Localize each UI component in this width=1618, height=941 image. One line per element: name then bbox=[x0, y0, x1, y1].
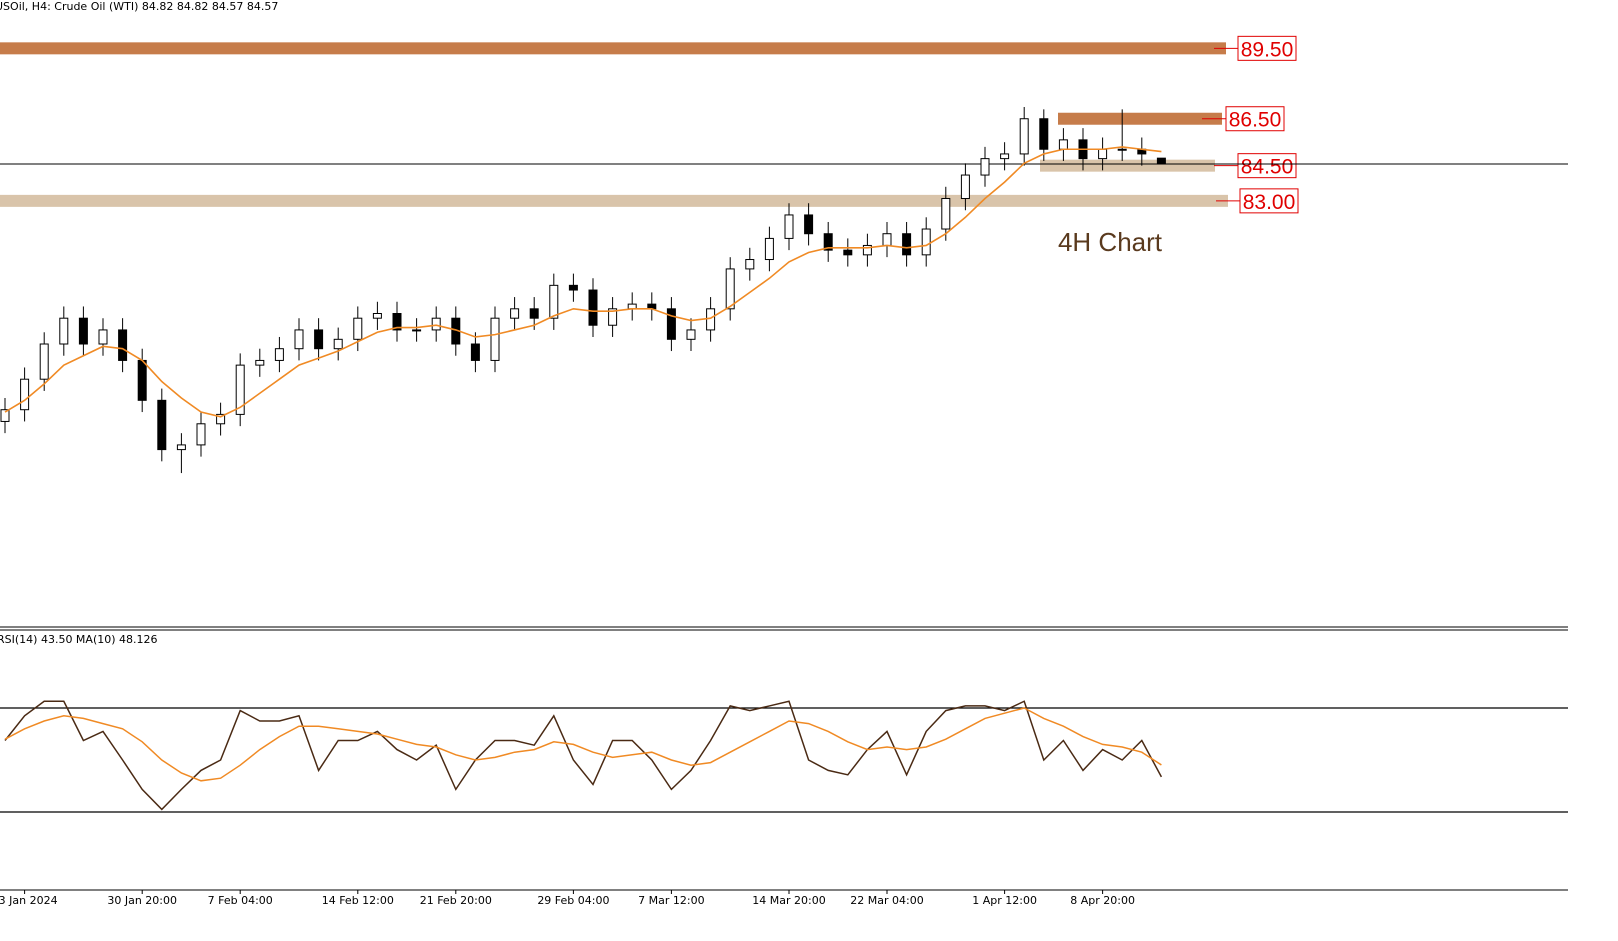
candle-body bbox=[549, 284, 559, 319]
rsi-title: RSI(14) 43.50 MA(10) 48.126 bbox=[0, 633, 158, 646]
x-tick-label: 21 Feb 20:00 bbox=[420, 894, 492, 907]
candle-body bbox=[392, 313, 402, 331]
candle-body bbox=[980, 158, 990, 176]
x-tick-label: 14 Mar 20:00 bbox=[752, 894, 825, 907]
candle-body bbox=[725, 268, 735, 310]
candle-body bbox=[196, 423, 206, 446]
x-tick-label: 7 Feb 04:00 bbox=[208, 894, 273, 907]
level-band bbox=[1040, 159, 1215, 172]
candle-body bbox=[902, 233, 912, 256]
x-tick-label: 7 Mar 12:00 bbox=[638, 894, 704, 907]
candle-body bbox=[764, 237, 774, 261]
x-tick-label: 22 Mar 04:00 bbox=[850, 894, 923, 907]
level-label: 84.50 bbox=[1241, 156, 1294, 179]
candle-body bbox=[882, 233, 892, 246]
level-band bbox=[0, 42, 1226, 55]
candle-body bbox=[510, 308, 520, 319]
candle-body bbox=[274, 348, 284, 361]
candle-body bbox=[333, 338, 343, 350]
level-label-box bbox=[1225, 106, 1285, 132]
candle-body bbox=[470, 343, 480, 361]
candle-body bbox=[608, 308, 618, 326]
candle-body bbox=[666, 308, 676, 340]
candle-body bbox=[568, 284, 578, 291]
candle-body bbox=[745, 259, 755, 270]
candle-body bbox=[1000, 153, 1010, 160]
x-tick-label: 29 Feb 04:00 bbox=[537, 894, 609, 907]
candle-body bbox=[921, 228, 931, 256]
x-tick-label: 8 Apr 20:00 bbox=[1070, 894, 1135, 907]
chart-title: USOil, H4: Crude Oil (WTI) 84.82 84.82 8… bbox=[0, 0, 278, 13]
candle-body bbox=[59, 317, 69, 345]
level-label-box bbox=[1237, 35, 1297, 61]
candle-body bbox=[960, 174, 970, 200]
candle-body bbox=[412, 329, 422, 332]
x-tick-label: 1 Apr 12:00 bbox=[972, 894, 1037, 907]
candle-body bbox=[353, 317, 363, 340]
candle-body bbox=[588, 289, 598, 326]
level-band bbox=[1058, 112, 1222, 125]
level-band bbox=[0, 194, 1228, 207]
candle-body bbox=[137, 359, 147, 401]
candle-body bbox=[1156, 157, 1166, 165]
candle-body bbox=[78, 317, 88, 345]
x-tick-label: 30 Jan 20:00 bbox=[107, 894, 177, 907]
candle-body bbox=[706, 308, 716, 331]
level-label-box bbox=[1237, 153, 1297, 179]
candle-body bbox=[490, 317, 500, 361]
rsi-line bbox=[4, 700, 1163, 811]
candle-body bbox=[862, 244, 872, 256]
moving-average bbox=[4, 146, 1162, 418]
candle-body bbox=[1039, 118, 1049, 150]
level-label: 89.50 bbox=[1241, 38, 1294, 61]
x-tick-label: 14 Feb 12:00 bbox=[322, 894, 394, 907]
candle-body bbox=[1098, 148, 1108, 160]
candle-body bbox=[843, 249, 853, 256]
candle-body bbox=[1019, 118, 1029, 155]
candle-body bbox=[176, 444, 186, 451]
candle-body bbox=[98, 329, 108, 345]
candle-body bbox=[235, 364, 245, 415]
candle-body bbox=[1117, 148, 1127, 151]
x-tick-label: 23 Jan 2024 bbox=[0, 894, 58, 907]
annotation: 4H Chart bbox=[1058, 227, 1163, 257]
candle-body bbox=[0, 409, 10, 422]
candle-body bbox=[823, 233, 833, 251]
candle-body bbox=[372, 313, 382, 319]
level-label: 86.50 bbox=[1229, 109, 1282, 132]
candle-body bbox=[529, 308, 539, 319]
candle-body bbox=[294, 329, 304, 350]
level-label: 83.00 bbox=[1243, 191, 1296, 214]
candle-body bbox=[157, 399, 167, 451]
candle-body bbox=[118, 329, 128, 361]
candle-body bbox=[314, 329, 324, 350]
level-label-box bbox=[1239, 188, 1299, 214]
candle-body bbox=[20, 378, 30, 411]
candle-body bbox=[804, 214, 814, 235]
candle-body bbox=[39, 343, 49, 380]
candle-body bbox=[255, 359, 265, 366]
candle-body bbox=[1058, 139, 1068, 150]
candle-body bbox=[941, 198, 951, 230]
candle-body bbox=[431, 317, 441, 331]
candle-body bbox=[216, 413, 226, 425]
candle-body bbox=[784, 214, 794, 239]
candle-body bbox=[686, 329, 696, 340]
rsi-ma-line bbox=[4, 707, 1162, 782]
